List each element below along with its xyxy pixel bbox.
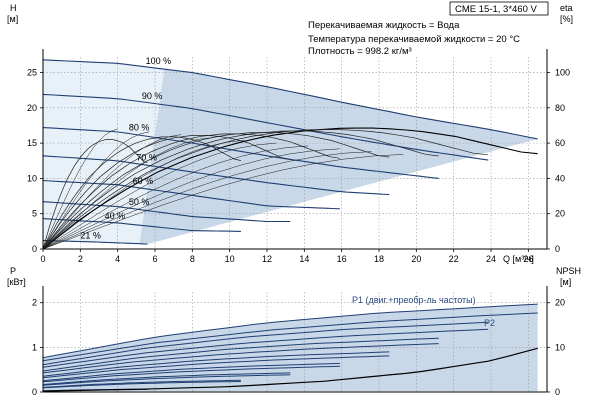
power-axis-title: P [10, 266, 16, 276]
eta-tick-label: 80 [555, 103, 565, 113]
head-tick-label: 20 [27, 103, 37, 113]
efficiency-isoline [42, 148, 340, 250]
power-curve-P1-100pct [42, 303, 538, 359]
efficiency-curve-21pct [42, 139, 148, 250]
flow-tick-label: 20 [411, 254, 421, 264]
flow-tick-label: 2 [78, 254, 83, 264]
flow-tick-label: 24 [486, 254, 496, 264]
speed-label-60pct: 60 % [133, 176, 154, 186]
flow-tick-label: 16 [337, 254, 347, 264]
npsh-axis-title: NPSH [556, 266, 581, 276]
eta-tick-label: 0 [555, 244, 560, 254]
speed-label-40pct: 40 % [105, 211, 126, 221]
efficiency-curve-70pct [42, 132, 390, 250]
npsh-tick-label: 10 [555, 342, 565, 352]
flow-tick-label: 14 [299, 254, 309, 264]
flow-tick-label: 10 [225, 254, 235, 264]
power-curve-P1-80pct [42, 337, 439, 372]
power-tick-label: 0 [32, 387, 37, 397]
power-curve-P1-50pct [42, 372, 291, 385]
speed-label-90pct: 90 % [142, 91, 163, 101]
flow-axis-title: Q [м³/ч] [503, 254, 534, 264]
speed-label-50pct: 50 % [129, 197, 150, 207]
flow-tick-label: 12 [262, 254, 272, 264]
head-tick-label: 0 [32, 244, 37, 254]
efficiency-isoline [42, 134, 182, 250]
power-curve-P2-40pct [42, 381, 241, 389]
efficiency-isoline [42, 142, 277, 250]
power-curve-P2-70pct [42, 355, 390, 379]
eta-tick-label: 100 [555, 68, 570, 78]
npsh-tick-label: 0 [555, 387, 560, 397]
eta-tick-label: 40 [555, 173, 565, 183]
flow-tick-label: 4 [115, 254, 120, 264]
speed-label-70pct: 70 % [136, 153, 157, 163]
npsh-curve [42, 347, 538, 392]
qh-curve-21pct [42, 239, 148, 245]
power-curve-P1-70pct [42, 351, 390, 377]
eta-tick-label: 60 [555, 138, 565, 148]
title-box [449, 1, 549, 16]
chart-title: CME 15-1, 3*460 V [455, 4, 538, 15]
efficiency-isoline [42, 128, 118, 250]
head-tick-label: 25 [27, 68, 37, 78]
head-axis-unit: [м] [7, 14, 18, 24]
power-curve-P1-90pct [42, 321, 489, 366]
qh-curve-100pct [42, 59, 538, 140]
power-curve-P2-80pct [42, 343, 439, 374]
power-curve-P1-60pct [42, 362, 340, 382]
efficiency-curve-50pct [42, 135, 291, 250]
power-curve-P2-90pct [42, 328, 489, 368]
efficiency-isoline [42, 140, 245, 250]
p1-label: P1 (двиг.+преобр-ль частоты) [352, 295, 476, 305]
efficiency-curve-80pct [42, 130, 439, 250]
flow-tick-label: 26 [523, 254, 533, 264]
npsh-axis-unit: [м] [560, 277, 571, 287]
eta-axis-unit: [%] [560, 14, 573, 24]
flow-tick-label: 22 [449, 254, 459, 264]
efficiency-isoline [42, 137, 213, 250]
efficiency-isoline [42, 145, 309, 250]
flow-tick-label: 6 [152, 254, 157, 264]
flow-tick-label: 8 [190, 254, 195, 264]
power-curve-P2-50pct [42, 374, 291, 386]
power-curve-P2-60pct [42, 365, 340, 383]
speed-label-100pct: 100 % [146, 56, 172, 66]
qh-curve-50pct [42, 201, 291, 223]
power-axis-unit: [кВт] [7, 277, 26, 287]
speed-label-21pct: 21 % [80, 231, 101, 241]
efficiency-curve-60pct [42, 133, 340, 250]
info-line-density: Плотность = 998.2 кг/м³ [308, 46, 412, 57]
p2-label: P2 [484, 318, 495, 328]
power-tick-label: 2 [32, 298, 37, 308]
eta-tick-label: 20 [555, 209, 565, 219]
eta-axis-title: eta [560, 3, 573, 13]
speed-label-80pct: 80 % [129, 123, 150, 133]
efficiency-isoline [42, 151, 372, 250]
power-curve-P2-100pct [42, 312, 538, 362]
info-line-temperature: Температура перекачиваемой жидкости = 20… [308, 34, 520, 45]
npsh-tick-label: 20 [555, 298, 565, 308]
efficiency-curve-40pct [42, 136, 241, 250]
head-axis-title: H [10, 3, 17, 13]
flow-tick-label: 18 [374, 254, 384, 264]
head-tick-label: 5 [32, 209, 37, 219]
head-tick-label: 15 [27, 138, 37, 148]
qh-curve-70pct [42, 155, 390, 196]
qh-curve-80pct [42, 127, 439, 179]
flow-tick-label: 0 [40, 254, 45, 264]
power-tick-label: 1 [32, 342, 37, 352]
efficiency-curve-90pct [42, 129, 489, 250]
head-tick-label: 10 [27, 173, 37, 183]
efficiency-curve-100pct [42, 127, 538, 250]
power-curve-P1-40pct [42, 379, 241, 388]
efficiency-isoline [42, 154, 404, 250]
info-line-liquid: Перекачиваемая жидкость = Вода [308, 20, 460, 31]
qh-curve-90pct [42, 93, 489, 161]
